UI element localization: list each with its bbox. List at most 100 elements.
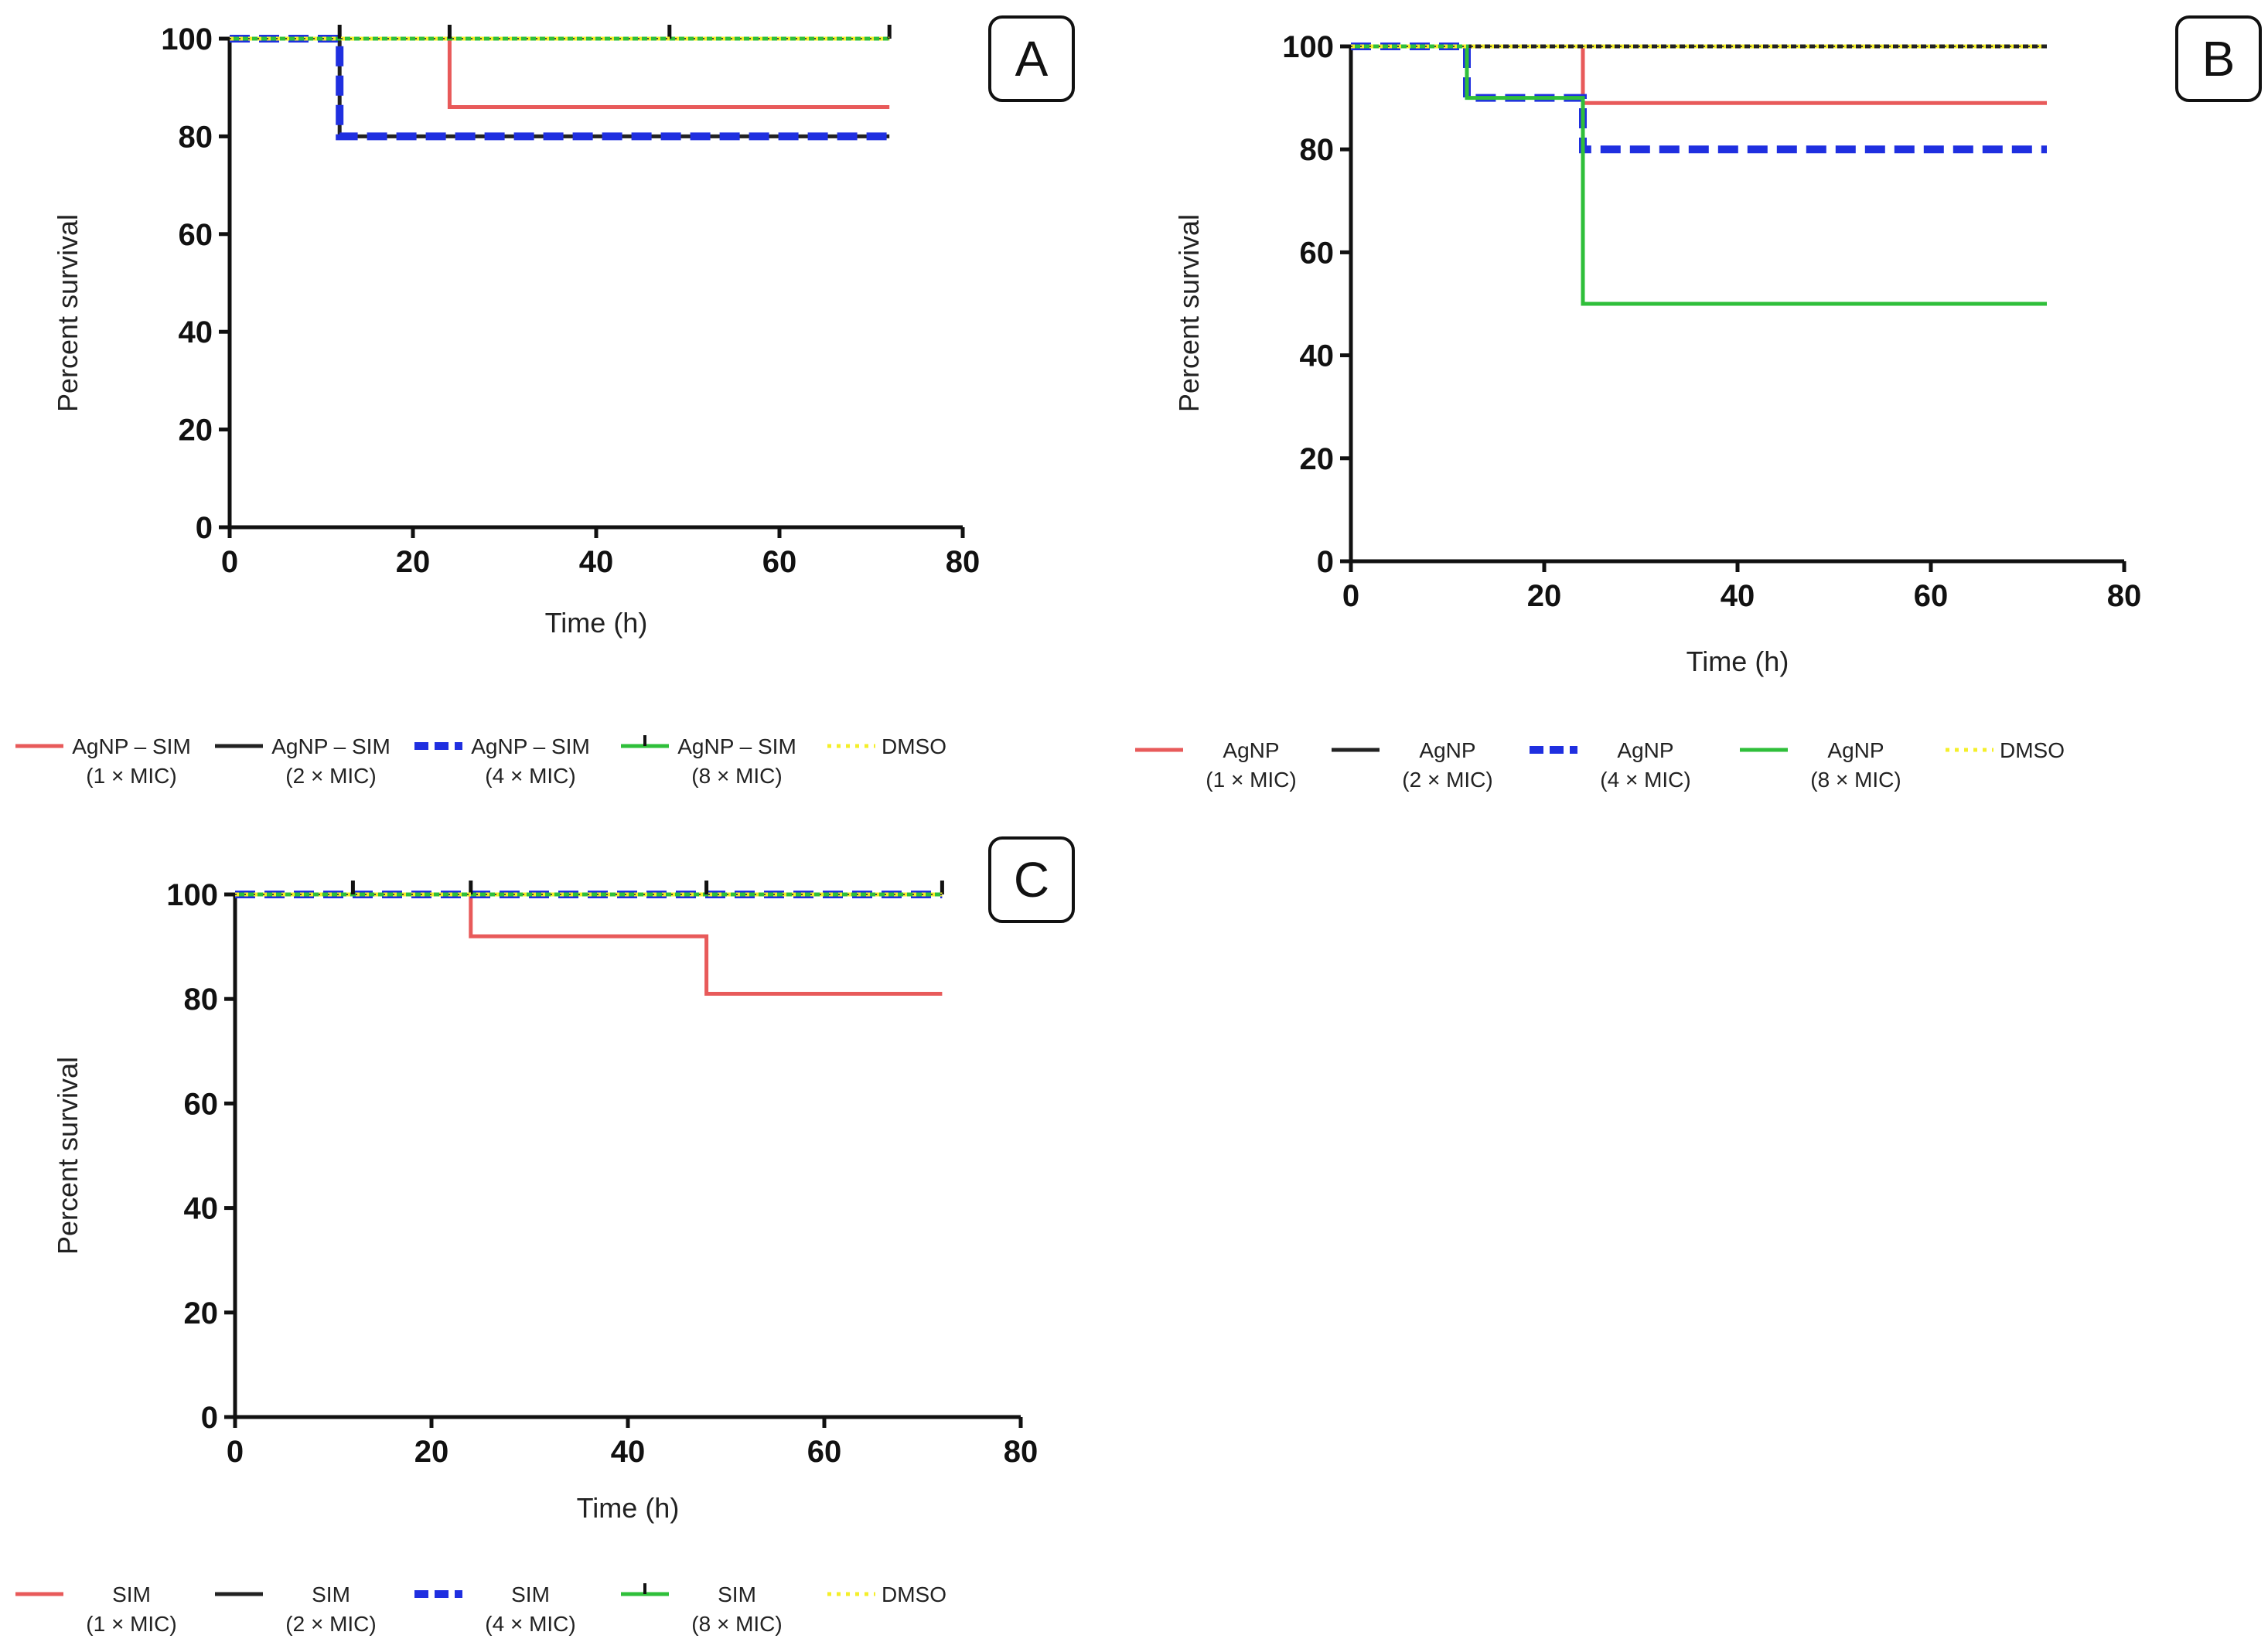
x-axis-title: Time (h) [577,1492,680,1524]
x-tick-label: 0 [221,545,238,579]
x-tick-label: 20 [1527,579,1562,613]
legend-sublabel: (4 × MIC) [485,1612,575,1636]
y-tick-label: 60 [179,218,213,252]
y-tick-label: 60 [1300,236,1335,270]
legend-sublabel: (4 × MIC) [1600,768,1690,792]
panel-a: 0 20 40 60 80 100 0 20 40 60 80 Time (h) Percent sur… [15,15,1075,788]
legend-sublabel: (1 × MIC) [86,1612,176,1636]
x-tick-label: 40 [579,545,614,579]
legend-item-2: AgNP – SIM (2 × MIC) [215,734,391,788]
panel-b: 0 20 40 60 80 100 0 20 40 60 80 Time (h) Percent sur… [1135,15,2262,792]
panel-label-box [2175,15,2262,102]
legend-label: SIM [112,1582,151,1606]
legend-item-3: AgNP (4 × MIC) [1530,738,1691,792]
legend-item-4: SIM (8 × MIC) [621,1582,783,1636]
x-tick-label: 20 [414,1435,449,1469]
panel-label: A [988,15,1075,102]
x-tick-label: 80 [946,545,981,579]
panel-label-box [988,15,1075,102]
legend: AgNP(1 × MIC)AgNP(2 × MIC)AgNP(4 × MIC)A… [1135,738,2065,792]
x-tick-label: 60 [762,545,797,579]
series-line-3 [230,35,890,141]
x-tick-label: 0 [1342,579,1359,613]
legend-label: SIM [511,1582,550,1606]
panel-label: C [988,836,1075,923]
panel-label-text: B [2202,31,2236,87]
legend-label: AgNP – SIM [72,734,191,758]
y-tick-label: 40 [179,315,213,349]
legend-sublabel: (8 × MIC) [691,764,782,788]
legend-label: AgNP [1419,738,1475,762]
x-tick-label: 40 [1721,579,1755,613]
x-axis-title: Time (h) [545,607,648,639]
x-axis-title: Time (h) [1687,646,1789,677]
y-tick-label: 80 [179,120,213,154]
panel-label-text: C [1014,852,1049,908]
legend-sublabel: (8 × MIC) [1810,768,1901,792]
x-tick-label: 0 [227,1435,244,1469]
y-tick-label: 100 [1282,30,1334,64]
legend-label: SIM [312,1582,350,1606]
legend-label: DMSO [2000,738,2065,762]
legend-sublabel: (8 × MIC) [691,1612,782,1636]
legend-sublabel: (2 × MIC) [285,764,376,788]
y-tick-label: 20 [1300,442,1335,476]
y-tick-label: 100 [166,878,218,912]
y-tick-label: 0 [196,511,213,545]
x-tick-label: 60 [807,1435,842,1469]
y-tick-label: 0 [201,1401,218,1435]
series-line-2 [230,36,890,138]
legend-label: AgNP [1617,738,1673,762]
legend: AgNP – SIM(1 × MIC)AgNP – SIM(2 × MIC)Ag… [15,734,946,788]
y-axis-title: Percent survival [52,1057,84,1255]
legend-sublabel: (1 × MIC) [86,764,176,788]
series-line-1 [1351,44,2047,105]
y-tick-label: 100 [161,22,213,56]
x-tick-label: 80 [1004,1435,1039,1469]
x-tick-label: 80 [2107,579,2142,613]
y-tick-label: 0 [1317,545,1334,579]
series-line-4 [1351,44,2047,306]
legend-item-3: AgNP – SIM (4 × MIC) [414,734,590,788]
legend-item-4: AgNP (8 × MIC) [1740,738,1901,792]
x-tick-label: 20 [396,545,431,579]
y-tick-label: 80 [184,983,219,1017]
series-line-1 [235,892,943,996]
legend-label: SIM [718,1582,756,1606]
y-tick-label: 20 [179,414,213,448]
x-tick-label: 40 [611,1435,646,1469]
legend-item-4: AgNP – SIM (8 × MIC) [621,734,796,788]
y-tick-label: 20 [184,1296,219,1330]
legend-item-1: AgNP (1 × MIC) [1135,738,1297,792]
legend-label: AgNP [1223,738,1279,762]
legend-label: DMSO [882,1582,946,1606]
y-tick-label: 80 [1300,133,1335,167]
legend-item-5: DMSO [827,1582,946,1606]
panel-c: 0 20 40 60 80 100 0 20 40 60 80 Time (h) Percent sur… [15,836,1075,1636]
legend-item-1: SIM (1 × MIC) [15,1582,177,1636]
y-tick-label: 40 [1300,339,1335,373]
legend-item-3: SIM (4 × MIC) [414,1582,576,1636]
panel-label-text: A [1015,31,1049,87]
y-tick-label: 60 [184,1087,219,1121]
legend-label: AgNP – SIM [677,734,796,758]
panel-label: B [2175,15,2262,102]
legend-label: DMSO [882,734,946,758]
legend-item-1: AgNP – SIM (1 × MIC) [15,734,191,788]
legend-sublabel: (1 × MIC) [1206,768,1296,792]
legend-item-2: SIM (2 × MIC) [215,1582,377,1636]
legend-item-2: AgNP (2 × MIC) [1332,738,1493,792]
legend: SIM (1 × MIC) SIM (2 × MIC) SIM (4 × MIC) SIM (… [15,1582,946,1636]
y-axis-title: Percent survival [1173,214,1205,412]
y-tick-label: 40 [184,1192,219,1226]
legend-label: AgNP – SIM [271,734,391,758]
legend-label: AgNP – SIM [471,734,590,758]
series-line-3 [1351,43,2047,154]
panel-label-box [988,836,1075,923]
y-axis-title: Percent survival [52,214,84,412]
series-line-1 [230,36,890,109]
legend-item-5: DMSO [1946,738,2065,762]
legend-sublabel: (2 × MIC) [285,1612,376,1636]
legend-sublabel: (2 × MIC) [1402,768,1492,792]
